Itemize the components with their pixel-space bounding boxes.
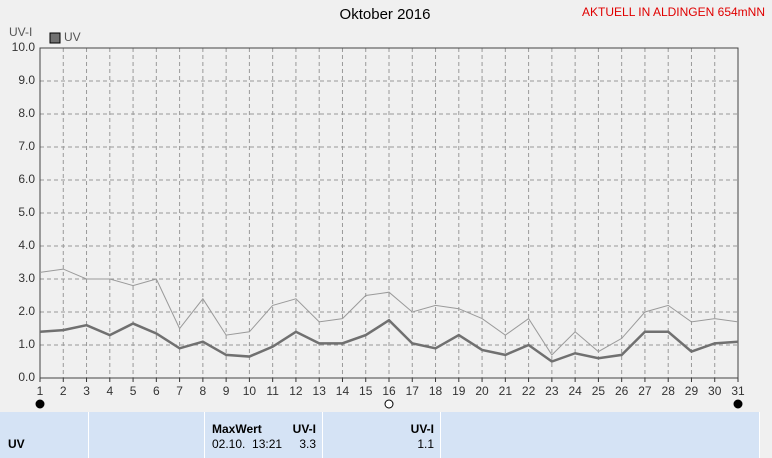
x-tick-label: 28 bbox=[662, 384, 676, 398]
x-tick-label: 5 bbox=[130, 384, 137, 398]
x-tick-label: 27 bbox=[638, 384, 652, 398]
day-marker bbox=[35, 399, 45, 409]
x-tick-label: 3 bbox=[83, 384, 90, 398]
x-tick-label: 31 bbox=[731, 384, 745, 398]
y-tick-label: 7.0 bbox=[18, 139, 35, 153]
x-tick-label: 19 bbox=[452, 384, 466, 398]
x-tick-label: 10 bbox=[243, 384, 257, 398]
chart: Oktober 2016 AKTUELL IN ALDINGEN 654mNN … bbox=[9, 5, 765, 409]
x-tick-label: 25 bbox=[592, 384, 606, 398]
x-tick-label: 6 bbox=[153, 384, 160, 398]
data-line bbox=[39, 268, 739, 356]
day-marker bbox=[384, 399, 394, 409]
y-tick-label: 9.0 bbox=[18, 73, 35, 87]
y-tick-label: 6.0 bbox=[18, 172, 35, 186]
current-value: 1.1 bbox=[417, 437, 434, 451]
y-tick-label: 0.0 bbox=[18, 370, 35, 384]
plot-frame bbox=[39, 47, 739, 379]
chart-title: Oktober 2016 bbox=[340, 6, 431, 23]
table-cell bbox=[0, 412, 89, 458]
x-tick-label: 29 bbox=[685, 384, 699, 398]
x-tick-label: 18 bbox=[429, 384, 443, 398]
x-tick-label: 23 bbox=[545, 384, 559, 398]
x-tick-label: 9 bbox=[223, 384, 230, 398]
table-cell bbox=[205, 412, 323, 458]
x-tick-label: 30 bbox=[708, 384, 722, 398]
max-value: 3.3 bbox=[299, 437, 316, 451]
x-tick-label: 14 bbox=[336, 384, 350, 398]
data-line bbox=[39, 318, 739, 363]
row-label: UV bbox=[8, 437, 25, 451]
x-tick-label: 8 bbox=[200, 384, 207, 398]
x-tick-label: 24 bbox=[568, 384, 582, 398]
x-tick-label: 1 bbox=[37, 384, 44, 398]
y-tick-label: 1.0 bbox=[18, 337, 35, 351]
y-axis-label: UV-I bbox=[9, 25, 32, 39]
table-cell bbox=[89, 412, 205, 458]
x-tick-label: 15 bbox=[359, 384, 373, 398]
current-unit: UV-I bbox=[410, 422, 434, 436]
max-time: 02.10. 13:21 bbox=[212, 437, 283, 451]
x-tick-label: 17 bbox=[406, 384, 420, 398]
chart-subtitle: AKTUELL IN ALDINGEN 654mNN bbox=[582, 5, 765, 19]
y-tick-label: 5.0 bbox=[18, 205, 35, 219]
legend-label: UV bbox=[64, 30, 81, 44]
y-tick-label: 8.0 bbox=[18, 106, 35, 120]
table-cell bbox=[323, 412, 441, 458]
x-tick-label: 16 bbox=[382, 384, 396, 398]
y-tick-label: 2.0 bbox=[18, 304, 35, 318]
x-tick-label: 26 bbox=[615, 384, 629, 398]
y-tick-label: 10.0 bbox=[12, 40, 36, 54]
x-tick-label: 21 bbox=[499, 384, 513, 398]
x-tick-label: 12 bbox=[289, 384, 303, 398]
x-tick-label: 7 bbox=[176, 384, 183, 398]
x-tick-label: 13 bbox=[313, 384, 327, 398]
x-tick-label: 11 bbox=[266, 384, 279, 398]
x-tick-label: 4 bbox=[106, 384, 113, 398]
x-tick-label: 2 bbox=[60, 384, 67, 398]
max-unit: UV-I bbox=[292, 422, 316, 436]
table-cell bbox=[441, 412, 760, 458]
y-tick-label: 3.0 bbox=[18, 271, 35, 285]
x-tick-label: 20 bbox=[475, 384, 489, 398]
x-tick-label: 22 bbox=[522, 384, 536, 398]
legend-swatch bbox=[49, 32, 61, 44]
day-marker bbox=[733, 399, 743, 409]
max-header: MaxWert bbox=[212, 422, 262, 436]
y-tick-label: 4.0 bbox=[18, 238, 35, 252]
